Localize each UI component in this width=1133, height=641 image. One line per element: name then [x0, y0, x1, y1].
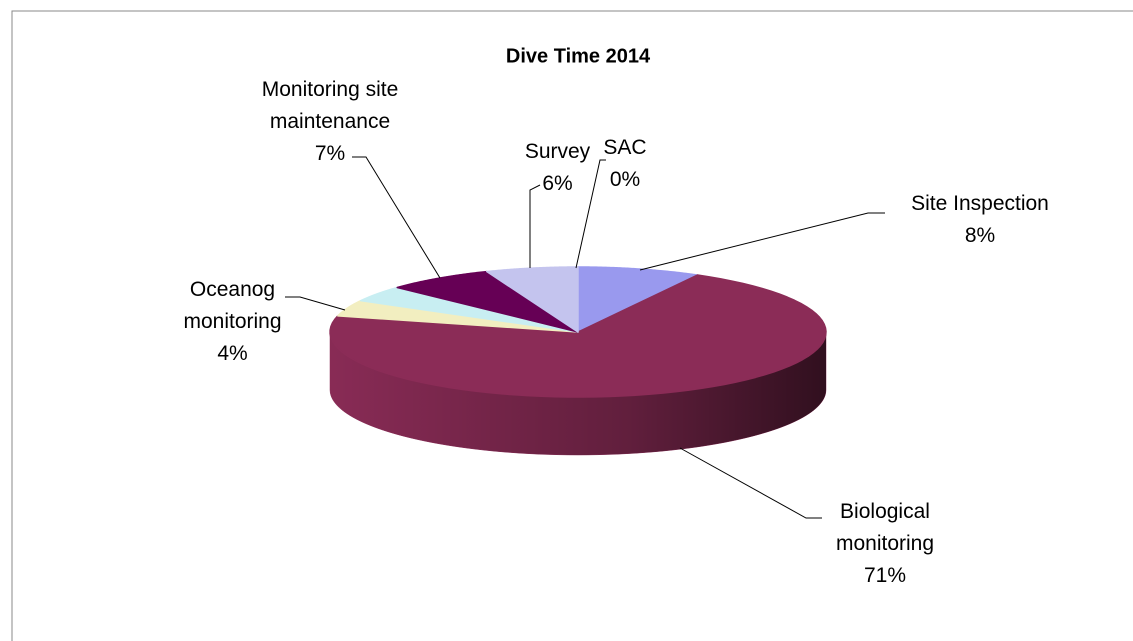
slice-value: 0%: [609, 168, 641, 191]
slice-label: Biological monitoring 71%: [800, 496, 970, 592]
slice-name: Site Inspection: [911, 192, 1049, 215]
slice-value: 6%: [542, 172, 573, 195]
slice: [337, 299, 579, 333]
slice: [329, 274, 827, 398]
leader-line: [285, 296, 346, 311]
leader-line: [575, 159, 606, 269]
slice-label: Survey 6%: [505, 136, 610, 200]
slice: [577, 266, 699, 333]
slice-value: 8%: [964, 224, 996, 247]
slice-name: Monitoring site maintenance: [261, 78, 399, 133]
slice-name: Biological monitoring: [835, 500, 935, 555]
slice-name: Oceanog monitoring: [183, 278, 282, 333]
leader-line: [352, 156, 441, 279]
slice-value: 71%: [863, 564, 907, 587]
slice: [396, 270, 579, 333]
leader-line: [679, 447, 822, 519]
leader-line: [639, 212, 885, 271]
leader-line: [529, 184, 541, 268]
slice: [485, 266, 579, 333]
slice-value: 7%: [314, 142, 346, 165]
chart-frame: [11, 10, 1133, 641]
slice-label: Site Inspection 8%: [860, 188, 1100, 252]
slice-label: Oceanog monitoring 4%: [160, 274, 305, 370]
slice-label: Monitoring site maintenance 7%: [225, 74, 435, 170]
chart-title: Dive Time 2014: [506, 45, 651, 67]
slice-label: SAC 0%: [585, 132, 665, 196]
slice-value: 4%: [217, 342, 248, 365]
slice-name: SAC: [603, 136, 647, 159]
slice: [359, 286, 579, 333]
side-shade: [330, 332, 826, 455]
slice-name: Survey: [524, 140, 591, 163]
